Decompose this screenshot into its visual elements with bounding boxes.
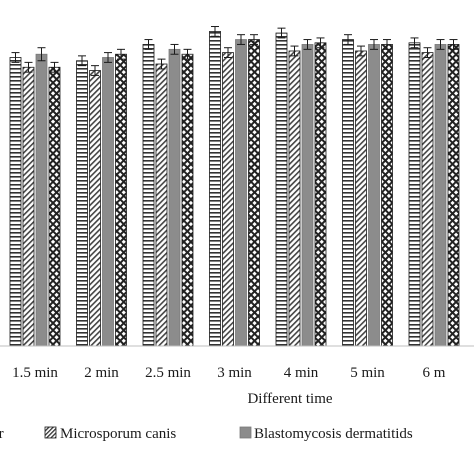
bar-s1-6-m bbox=[408, 42, 421, 347]
error-bar-s3-1 bbox=[104, 52, 112, 63]
x-tick-label: 3 min bbox=[217, 365, 252, 381]
x-tick-labels: 1.5 min 2 min 2.5 min 3 min 4 min 5 min 6 m bbox=[12, 365, 446, 381]
bar-s3-3-min bbox=[235, 39, 247, 347]
error-bars-layer bbox=[11, 26, 458, 76]
error-bar-s4-1 bbox=[117, 48, 125, 60]
bar-s1-3-min bbox=[209, 31, 221, 347]
x-tick-label: 1.5 min bbox=[12, 365, 58, 381]
bar-s2-3-min bbox=[222, 52, 234, 347]
error-bar-s3-5 bbox=[370, 39, 378, 50]
error-bar-s2-0 bbox=[24, 61, 33, 73]
bar-s3-1_5-min bbox=[35, 53, 48, 347]
error-bar-s2-3 bbox=[224, 47, 232, 58]
bar-s3-4-min bbox=[301, 44, 314, 347]
error-bar-s4-5 bbox=[383, 39, 391, 50]
x-tick-label: 5 min bbox=[350, 365, 385, 381]
legend-swatch-s2 bbox=[44, 426, 57, 439]
bar-s4-3-min bbox=[248, 39, 260, 347]
x-tick-label: 6 m bbox=[423, 365, 446, 381]
error-bar-s4-2 bbox=[183, 48, 192, 60]
x-tick-label: 4 min bbox=[284, 365, 319, 381]
error-bar-s2-4 bbox=[290, 45, 299, 57]
bar-s2-2-min bbox=[89, 70, 101, 347]
bar-s4-2-min bbox=[115, 53, 127, 347]
bar-s1-5-min bbox=[342, 39, 354, 347]
legend-label-s3: Blastomycosis dermatitids bbox=[254, 426, 413, 442]
bar-s1-2-min bbox=[76, 60, 88, 347]
legend: er Microsporum canis Blastomycosis dermati… bbox=[0, 426, 413, 442]
error-bar-s4-6 bbox=[449, 39, 458, 50]
error-bar-s1-2 bbox=[144, 39, 153, 50]
x-tick-label: 2 min bbox=[84, 365, 119, 381]
error-bar-s3-0 bbox=[37, 47, 46, 62]
legend-label-s2: Microsporum canis bbox=[60, 426, 176, 442]
bars-layer bbox=[9, 31, 460, 347]
error-bar-s1-6 bbox=[410, 37, 419, 49]
error-bar-s2-6 bbox=[423, 47, 432, 58]
bar-s3-5-min bbox=[368, 44, 380, 347]
bar-s4-5-min bbox=[381, 44, 393, 347]
bar-s2-5-min bbox=[355, 50, 367, 347]
bar-s1-2_5-min bbox=[142, 44, 155, 347]
x-axis-title: Different time bbox=[247, 391, 332, 407]
error-bar-s1-3 bbox=[211, 26, 219, 37]
error-bar-s3-2 bbox=[170, 43, 179, 55]
error-bar-s2-5 bbox=[357, 45, 365, 57]
bar-s1-1_5-min bbox=[9, 57, 22, 347]
error-bar-s3-4 bbox=[303, 39, 312, 50]
bar-s1-4-min bbox=[275, 32, 288, 347]
bar-s2-4-min bbox=[288, 50, 301, 347]
x-tick-label: 2.5 min bbox=[145, 365, 191, 381]
bar-s3-2-min bbox=[102, 57, 114, 347]
error-bar-s2-1 bbox=[91, 65, 99, 76]
bar-s4-1_5-min bbox=[48, 66, 61, 347]
bar-s4-2_5-min bbox=[181, 53, 194, 347]
bar-s2-2_5-min bbox=[155, 63, 168, 347]
legend-swatch-s3 bbox=[239, 426, 252, 439]
error-bar-s1-5 bbox=[344, 34, 352, 45]
error-bar-s3-3 bbox=[237, 34, 245, 45]
error-bar-s3-6 bbox=[436, 39, 445, 50]
error-bar-s4-3 bbox=[250, 34, 258, 45]
error-bar-s1-0 bbox=[11, 52, 20, 63]
bar-s3-2_5-min bbox=[168, 48, 181, 347]
bar-s2-1_5-min bbox=[22, 66, 35, 347]
bar-s2-6-m bbox=[421, 52, 434, 347]
error-bar-s1-1 bbox=[78, 55, 86, 67]
legend-label-s1: er bbox=[0, 426, 4, 442]
error-bar-s2-2 bbox=[157, 58, 166, 70]
error-bar-s4-4 bbox=[316, 37, 325, 49]
error-bar-s4-0 bbox=[50, 61, 59, 73]
error-bar-s1-4 bbox=[277, 27, 286, 39]
bar-s4-6-m bbox=[447, 44, 460, 347]
bar-s3-6-m bbox=[434, 44, 447, 347]
bar-s4-4-min bbox=[314, 42, 327, 347]
